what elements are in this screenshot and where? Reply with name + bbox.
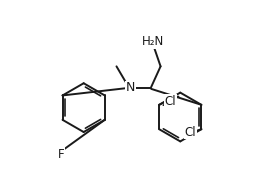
Text: N: N [126,81,135,94]
Text: F: F [58,148,64,161]
Text: Cl: Cl [184,125,196,139]
Text: Cl: Cl [165,94,176,108]
Text: H₂N: H₂N [142,36,164,48]
